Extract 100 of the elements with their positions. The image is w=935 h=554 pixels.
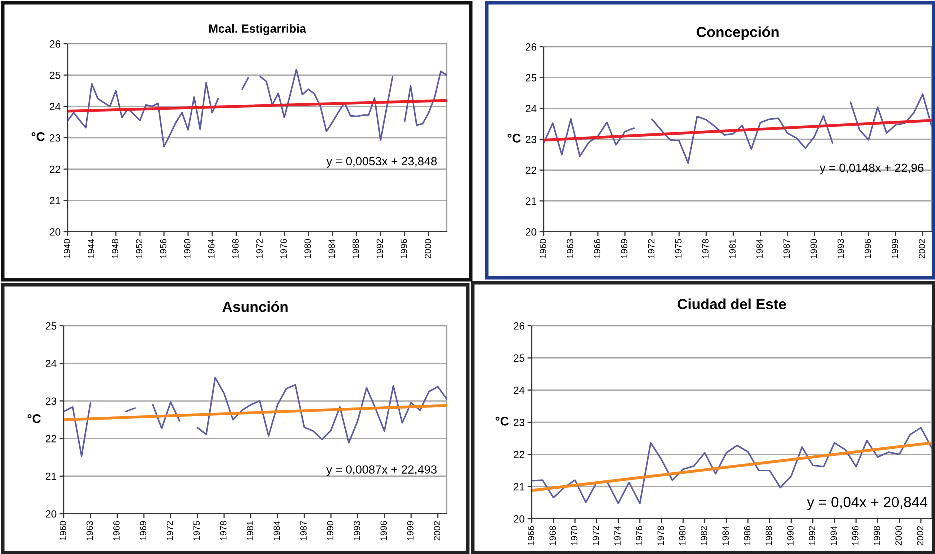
y-tick-label: 25	[526, 74, 537, 82]
x-tick-label: 1984	[722, 526, 730, 546]
x-tick-label: 1999	[892, 239, 898, 258]
y-tick-label: 26	[50, 40, 61, 48]
x-tick-label: 1980	[679, 526, 686, 546]
x-tick-label: 1970	[571, 526, 578, 546]
x-tick-label: 1975	[194, 521, 200, 540]
y-tick-label: 21	[46, 472, 57, 480]
x-tick-label: 2000	[896, 526, 902, 546]
y-tick-label: 22	[50, 166, 61, 174]
x-tick-label: 2002	[917, 526, 924, 546]
y-tick-label: 23	[46, 398, 57, 406]
x-tick-label: 1996	[864, 239, 872, 258]
y-axis-title: °C	[28, 414, 41, 424]
x-tick-label: 1940	[64, 239, 70, 258]
x-tick-label: 1980	[304, 239, 312, 258]
annotation: y = 0,0087x + 22,493	[326, 466, 437, 476]
chart-title: Asunción	[222, 301, 288, 312]
y-tick-label: 20	[50, 228, 61, 236]
x-tick-label: 1976	[636, 526, 643, 546]
x-tick-label: 1960	[540, 239, 546, 258]
x-tick-label: 1984	[756, 239, 763, 258]
x-tick-label: 1968	[232, 239, 239, 258]
chart-title: Concepción	[696, 26, 779, 40]
y-tick-label: 24	[514, 386, 525, 394]
x-tick-label: 1996	[852, 526, 859, 546]
y-tick-label: 20	[526, 228, 537, 236]
x-tick-label: 1966	[113, 521, 120, 540]
x-tick-label: 1990	[787, 526, 794, 546]
x-tick-label: 1988	[766, 526, 772, 546]
y-tick-label: 22	[46, 435, 57, 443]
annotation: y = 0,04x + 20,844	[807, 497, 928, 510]
x-tick-label: 1981	[247, 521, 254, 540]
x-tick-label: 1974	[614, 526, 621, 546]
x-tick-label: 1963	[567, 239, 574, 258]
annotation: y = 0,0148x + 22,96	[820, 164, 924, 175]
x-tick-label: 1988	[352, 239, 360, 258]
x-tick-label: 1969	[140, 521, 147, 540]
y-axis-title: °C	[496, 417, 509, 426]
x-tick-label: 1972	[648, 239, 655, 258]
y-tick-label: 26	[514, 322, 525, 330]
x-tick-label: 1966	[528, 526, 534, 546]
x-tick-label: 1963	[86, 521, 94, 540]
x-tick-label: 1982	[701, 526, 708, 546]
x-tick-label: 1960	[184, 239, 191, 258]
x-tick-label: 1993	[838, 239, 844, 258]
y-tick-label: 21	[50, 197, 61, 204]
y-tick-label: 22	[514, 451, 525, 458]
x-tick-label: 1960	[60, 521, 66, 540]
x-tick-label: 1969	[621, 239, 628, 258]
y-tick-label: 22	[526, 166, 537, 174]
y-tick-label: 23	[50, 134, 61, 142]
x-tick-label: 1972	[256, 239, 263, 258]
x-tick-label: 1948	[112, 239, 119, 258]
x-tick-label: 1978	[658, 526, 664, 546]
y-tick-label: 25	[46, 322, 57, 330]
y-axis-title: °C	[32, 132, 45, 142]
y-tick-label: 24	[526, 105, 537, 112]
x-tick-label: 1972	[166, 521, 174, 540]
y-tick-label: 20	[514, 516, 525, 523]
x-tick-label: 1996	[400, 239, 408, 258]
chart-title: Mcal. Estigarribia	[209, 24, 306, 36]
y-axis-title: °C	[508, 134, 521, 143]
x-tick-label: 1956	[160, 239, 167, 258]
x-tick-label: 1987	[784, 239, 790, 258]
x-tick-label: 2002	[919, 239, 926, 259]
chart-title: Ciudad del Este	[678, 298, 786, 310]
x-tick-label: 1978	[702, 239, 709, 258]
x-tick-label: 1972	[592, 526, 600, 546]
x-tick-label: 2002	[434, 521, 441, 541]
x-tick-label: 1952	[136, 239, 143, 258]
x-tick-label: 1975	[675, 239, 682, 258]
x-tick-label: 1981	[730, 239, 736, 258]
x-tick-label: 1976	[280, 239, 287, 258]
x-tick-label: 1978	[220, 521, 227, 540]
x-tick-label: 1984	[274, 521, 280, 540]
x-tick-label: 1993	[354, 521, 360, 540]
y-tick-label: 26	[526, 44, 537, 51]
x-tick-label: 1987	[300, 521, 307, 540]
x-tick-label: 1944	[88, 239, 94, 258]
y-tick-label: 24	[50, 103, 61, 110]
x-tick-label: 2000	[424, 239, 432, 259]
y-tick-label: 21	[514, 483, 525, 491]
y-tick-label: 24	[46, 360, 57, 368]
x-tick-label: 1994	[830, 526, 838, 546]
y-tick-label: 25	[514, 354, 525, 362]
x-tick-label: 1999	[407, 521, 414, 540]
y-tick-label: 23	[514, 419, 525, 426]
x-tick-label: 1992	[376, 239, 384, 258]
annotation: y = 0,0053x + 23,848	[326, 157, 438, 168]
y-tick-label: 21	[526, 198, 537, 205]
x-tick-label: 1964	[208, 239, 215, 258]
y-tick-label: 23	[526, 136, 537, 144]
x-tick-label: 1968	[550, 526, 556, 546]
x-tick-label: 1966	[594, 239, 601, 258]
y-tick-label: 25	[50, 72, 61, 80]
y-tick-label: 20	[46, 510, 57, 518]
x-tick-label: 1992	[809, 526, 816, 546]
x-tick-label: 1986	[744, 526, 751, 546]
x-tick-label: 1990	[327, 521, 334, 540]
